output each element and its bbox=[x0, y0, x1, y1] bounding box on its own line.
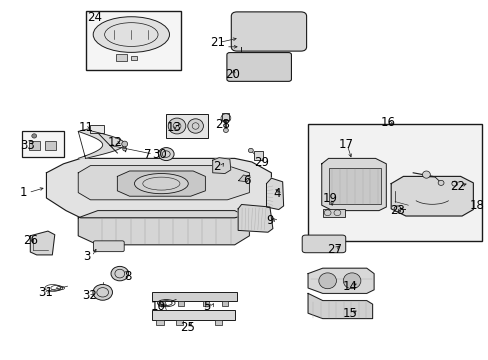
Bar bbox=[203, 301, 208, 306]
Polygon shape bbox=[238, 175, 250, 182]
Text: 22: 22 bbox=[449, 180, 464, 193]
Text: 8: 8 bbox=[124, 270, 132, 283]
Ellipse shape bbox=[168, 118, 185, 134]
Text: 10: 10 bbox=[150, 300, 165, 313]
Text: 23: 23 bbox=[389, 204, 404, 217]
Bar bbox=[215, 320, 222, 325]
Ellipse shape bbox=[122, 147, 126, 151]
Ellipse shape bbox=[223, 128, 228, 132]
Bar bbox=[85, 11, 181, 70]
Text: 6: 6 bbox=[243, 174, 250, 187]
Text: 20: 20 bbox=[224, 68, 239, 81]
Text: 7: 7 bbox=[144, 148, 151, 161]
Text: 18: 18 bbox=[468, 199, 483, 212]
Ellipse shape bbox=[343, 273, 360, 289]
Text: 31: 31 bbox=[38, 286, 53, 299]
Bar bbox=[156, 320, 163, 325]
FancyBboxPatch shape bbox=[302, 235, 345, 253]
Polygon shape bbox=[117, 171, 205, 196]
Text: 3: 3 bbox=[83, 250, 90, 263]
Polygon shape bbox=[390, 176, 472, 216]
Bar bbox=[176, 320, 183, 325]
Bar bbox=[45, 141, 56, 150]
Text: 19: 19 bbox=[322, 192, 337, 205]
Bar bbox=[29, 141, 40, 150]
Text: 4: 4 bbox=[273, 187, 281, 200]
Polygon shape bbox=[78, 211, 249, 245]
Text: 13: 13 bbox=[166, 121, 181, 134]
Polygon shape bbox=[307, 293, 372, 319]
Text: 14: 14 bbox=[342, 280, 357, 293]
Polygon shape bbox=[30, 231, 55, 255]
Ellipse shape bbox=[187, 119, 203, 133]
Bar bbox=[130, 56, 136, 60]
Text: 33: 33 bbox=[20, 139, 35, 152]
Bar bbox=[222, 301, 228, 306]
Ellipse shape bbox=[158, 148, 174, 161]
Polygon shape bbox=[78, 130, 124, 158]
Polygon shape bbox=[266, 178, 283, 210]
Ellipse shape bbox=[93, 284, 112, 300]
Text: 5: 5 bbox=[203, 300, 210, 313]
Text: 26: 26 bbox=[23, 234, 39, 247]
FancyBboxPatch shape bbox=[231, 12, 306, 51]
Bar bbox=[307, 124, 481, 241]
Text: 16: 16 bbox=[380, 116, 395, 129]
Ellipse shape bbox=[248, 148, 253, 153]
Bar bbox=[116, 54, 126, 61]
Bar bbox=[254, 151, 263, 160]
Text: 2: 2 bbox=[212, 160, 220, 173]
Bar bbox=[222, 113, 229, 120]
Text: 12: 12 bbox=[107, 136, 122, 149]
Bar bbox=[159, 301, 164, 306]
Polygon shape bbox=[78, 166, 249, 200]
Polygon shape bbox=[46, 158, 271, 218]
Text: 24: 24 bbox=[87, 11, 102, 24]
Bar bbox=[22, 131, 63, 157]
Ellipse shape bbox=[134, 174, 188, 194]
Text: 27: 27 bbox=[326, 243, 341, 256]
Ellipse shape bbox=[122, 141, 127, 147]
Polygon shape bbox=[307, 268, 373, 293]
Bar bbox=[328, 168, 381, 204]
Text: 28: 28 bbox=[215, 118, 229, 131]
Ellipse shape bbox=[111, 266, 128, 281]
Text: 11: 11 bbox=[78, 121, 93, 134]
Ellipse shape bbox=[437, 180, 443, 185]
Text: 9: 9 bbox=[266, 214, 273, 227]
Bar bbox=[151, 292, 237, 301]
Ellipse shape bbox=[93, 17, 169, 52]
Polygon shape bbox=[321, 158, 386, 211]
Text: 1: 1 bbox=[20, 186, 27, 199]
Text: 15: 15 bbox=[342, 307, 356, 320]
Bar bbox=[90, 125, 104, 133]
Bar bbox=[151, 310, 234, 320]
FancyBboxPatch shape bbox=[226, 53, 291, 81]
Polygon shape bbox=[205, 304, 210, 307]
Text: 17: 17 bbox=[338, 138, 353, 151]
Ellipse shape bbox=[393, 206, 400, 212]
Bar bbox=[178, 301, 184, 306]
Bar bbox=[322, 209, 344, 217]
Text: 29: 29 bbox=[254, 156, 269, 169]
Text: 32: 32 bbox=[82, 289, 97, 302]
Bar bbox=[166, 114, 207, 138]
Text: 25: 25 bbox=[180, 321, 194, 334]
FancyBboxPatch shape bbox=[93, 241, 124, 252]
Ellipse shape bbox=[32, 134, 37, 138]
Ellipse shape bbox=[422, 171, 429, 178]
Ellipse shape bbox=[318, 273, 336, 289]
Text: 21: 21 bbox=[210, 36, 225, 49]
Polygon shape bbox=[161, 304, 166, 307]
Text: 30: 30 bbox=[152, 148, 167, 161]
Polygon shape bbox=[238, 204, 272, 232]
Polygon shape bbox=[212, 158, 230, 174]
